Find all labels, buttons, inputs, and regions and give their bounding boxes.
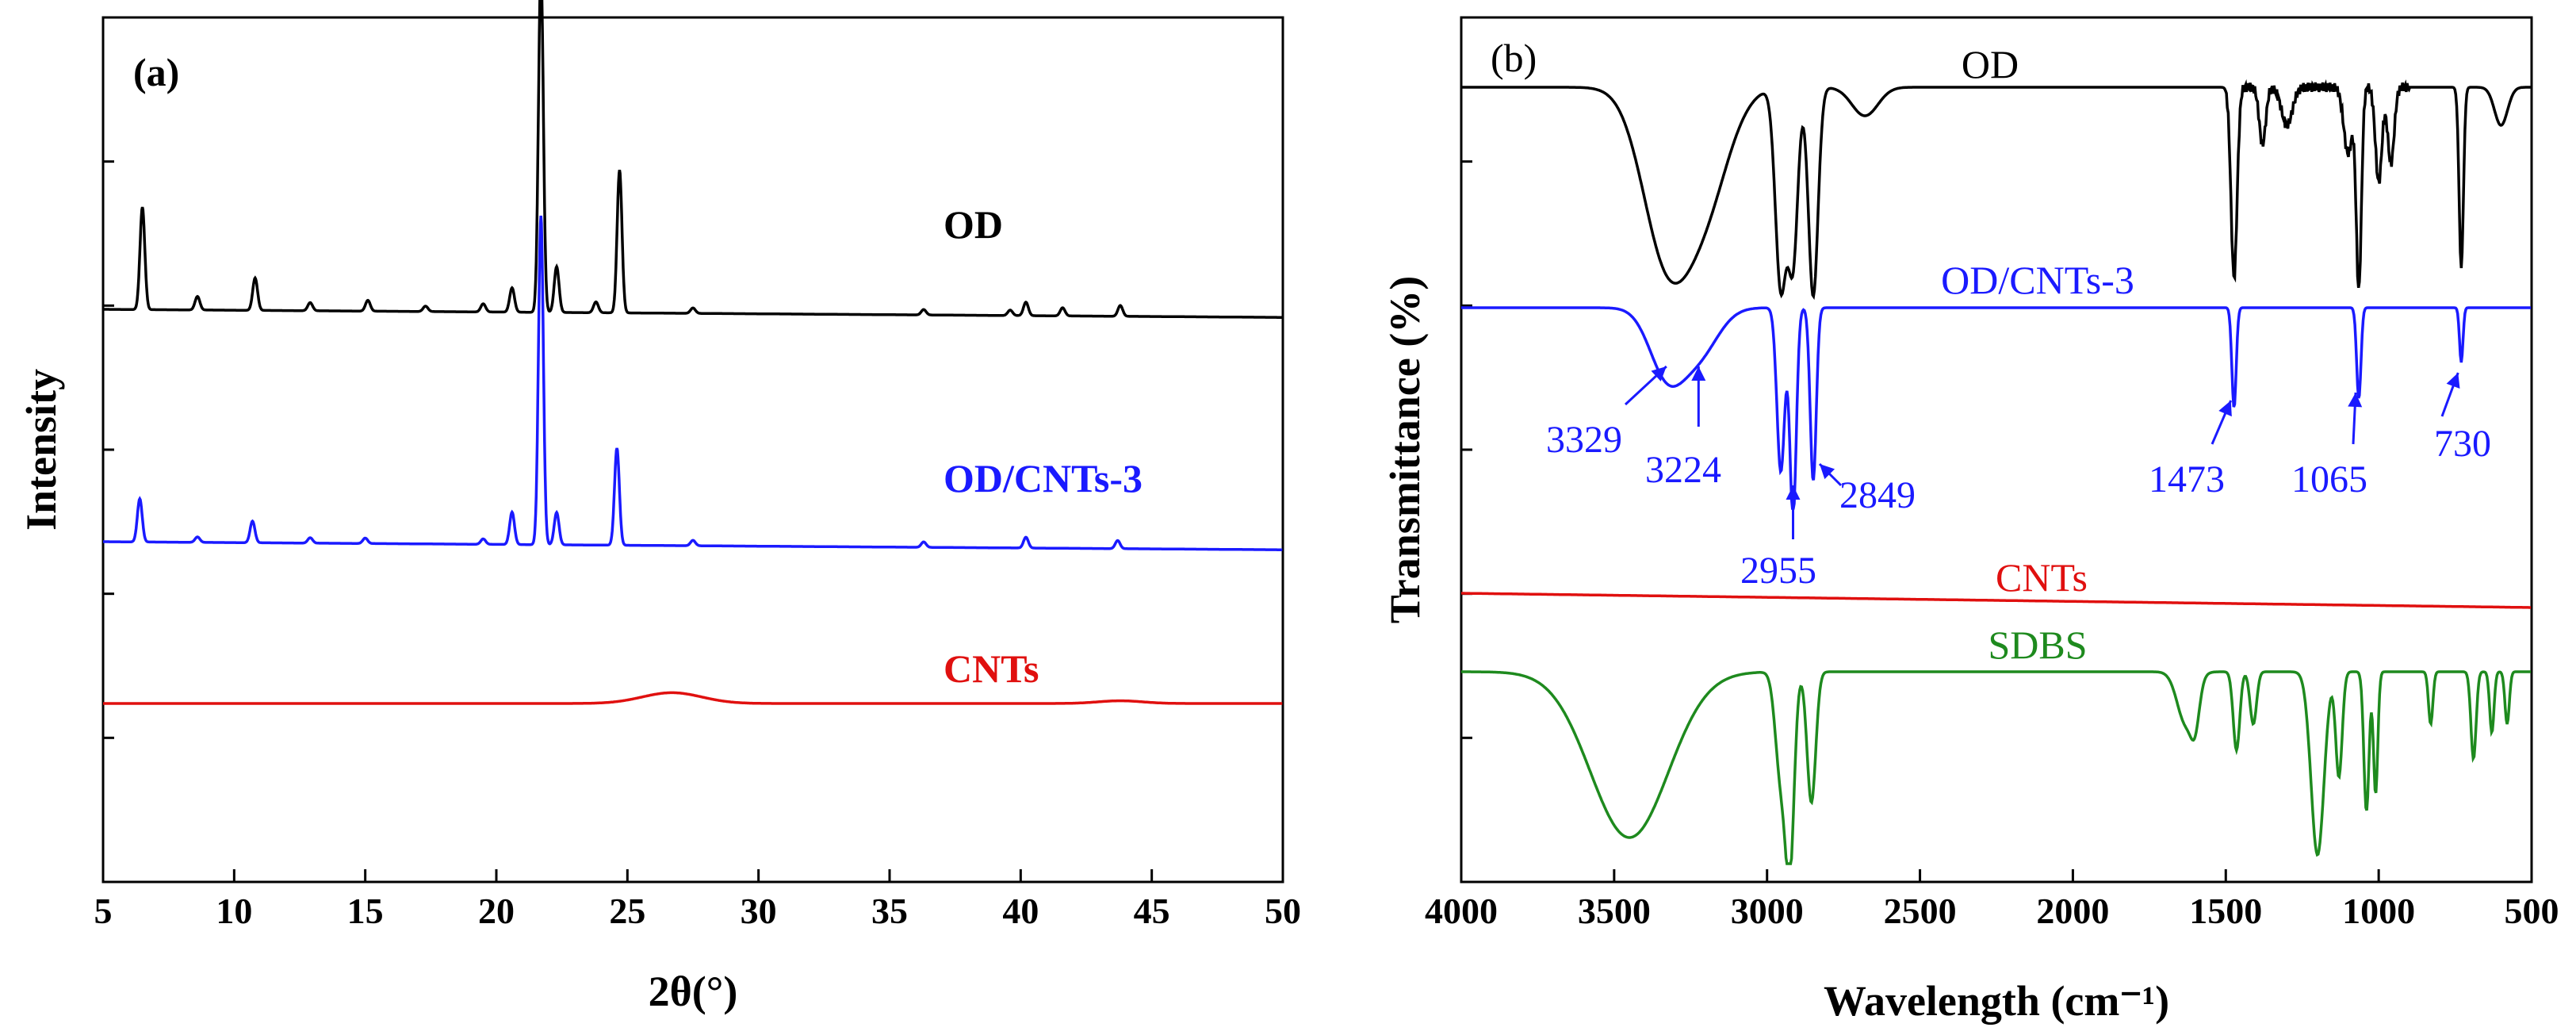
ftir-series-line-od-cnts-3 bbox=[1461, 306, 2532, 510]
ftir-peak-annotations: 3329 3224 2955 2849 1473 1065 730 bbox=[1546, 365, 2491, 592]
xrd-x-tick-label: 45 bbox=[1134, 891, 1170, 931]
ftir-annotation-arrowhead bbox=[1691, 366, 1706, 381]
ftir-x-tick-label: 1000 bbox=[2342, 891, 2415, 931]
xrd-series-label-od: OD bbox=[944, 202, 1003, 247]
ftir-series-label-od: OD bbox=[1962, 42, 2019, 86]
ftir-series-line-od bbox=[1461, 79, 2532, 301]
ftir-peak-label-2849: 2849 bbox=[1839, 474, 1916, 516]
ftir-y-axis-label: Transmittance (%) bbox=[1381, 276, 1429, 623]
ftir-peak-label-1473: 1473 bbox=[2149, 458, 2225, 500]
xrd-y-axis-label: Intensity bbox=[17, 369, 65, 531]
xrd-series-line-od bbox=[103, 0, 1283, 319]
xrd-x-tick-label: 50 bbox=[1265, 891, 1301, 931]
ftir-annotation-arrowhead bbox=[1651, 366, 1667, 381]
ftir-series bbox=[1461, 79, 2532, 865]
xrd-x-tick-label: 10 bbox=[216, 891, 252, 931]
ftir-x-tick-label: 4000 bbox=[1425, 891, 1498, 931]
ftir-annotation-arrowhead bbox=[1819, 464, 1835, 480]
ftir-x-ticks: 4000 3500 3000 2500 2000 1500 1000 500 bbox=[1425, 160, 2559, 931]
ftir-series-label-sdbs: SDBS bbox=[1988, 623, 2087, 667]
xrd-x-axis-label: 2θ(°) bbox=[649, 968, 738, 1015]
ftir-x-tick-label: 1500 bbox=[2189, 891, 2262, 931]
ftir-x-tick-label: 500 bbox=[2505, 891, 2559, 931]
ftir-peak-label-3224: 3224 bbox=[1645, 449, 1721, 491]
xrd-plot-frame bbox=[101, 16, 1284, 884]
xrd-x-tick-label: 30 bbox=[741, 891, 777, 931]
xrd-series-label-od-cnts-3: OD/CNTs-3 bbox=[944, 456, 1143, 500]
ftir-series-line-cnts bbox=[1461, 592, 2532, 609]
ftir-peak-label-730: 730 bbox=[2434, 423, 2491, 465]
ftir-annotation-arrowhead bbox=[2218, 401, 2232, 417]
ftir-x-tick-label: 3500 bbox=[1578, 891, 1651, 931]
xrd-x-tick-label: 15 bbox=[347, 891, 384, 931]
ftir-peak-label-1065: 1065 bbox=[2291, 458, 2367, 500]
xrd-series-line-cnts bbox=[103, 691, 1283, 705]
xrd-series-line-od-cnts-3 bbox=[103, 215, 1283, 551]
ftir-panel: 4000 3500 3000 2500 2000 1500 1000 500 (b) OD O… bbox=[1381, 16, 2559, 1025]
ftir-series-label-od-cnts-3: OD/CNTs-3 bbox=[1941, 258, 2134, 302]
xrd-panel: 5 10 15 20 25 30 35 40 45 50 (a) OD OD/CNTs-3 CNT… bbox=[17, 0, 1301, 1015]
ftir-x-tick-label: 2500 bbox=[1884, 891, 1957, 931]
xrd-x-tick-label: 25 bbox=[609, 891, 645, 931]
xrd-series bbox=[103, 0, 1283, 705]
ftir-x-tick-label: 3000 bbox=[1731, 891, 1804, 931]
xrd-panel-label: (a) bbox=[133, 50, 179, 94]
ftir-annotation-arrowhead bbox=[2446, 373, 2460, 389]
ftir-peak-label-2955: 2955 bbox=[1740, 550, 1816, 592]
xrd-series-label-cnts: CNTs bbox=[944, 646, 1039, 691]
ftir-peak-label-3329: 3329 bbox=[1546, 419, 1622, 461]
xrd-x-tick-label: 40 bbox=[1002, 891, 1039, 931]
xrd-x-tick-label: 5 bbox=[94, 891, 113, 931]
ftir-annotation-arrowhead bbox=[1786, 485, 1801, 500]
ftir-series-label-cnts: CNTs bbox=[1996, 555, 2088, 600]
ftir-annotation-arrowhead bbox=[2348, 393, 2363, 408]
xrd-x-ticks: 5 10 15 20 25 30 35 40 45 50 bbox=[94, 160, 1301, 931]
ftir-x-axis-label: Wavelength (cm⁻¹) bbox=[1824, 977, 2169, 1025]
xrd-x-tick-label: 20 bbox=[478, 891, 515, 931]
ftir-x-tick-label: 2000 bbox=[2036, 891, 2109, 931]
ftir-panel-label: (b) bbox=[1491, 36, 1537, 80]
xrd-x-tick-label: 35 bbox=[871, 891, 908, 931]
ftir-series-line-sdbs bbox=[1461, 670, 2532, 865]
